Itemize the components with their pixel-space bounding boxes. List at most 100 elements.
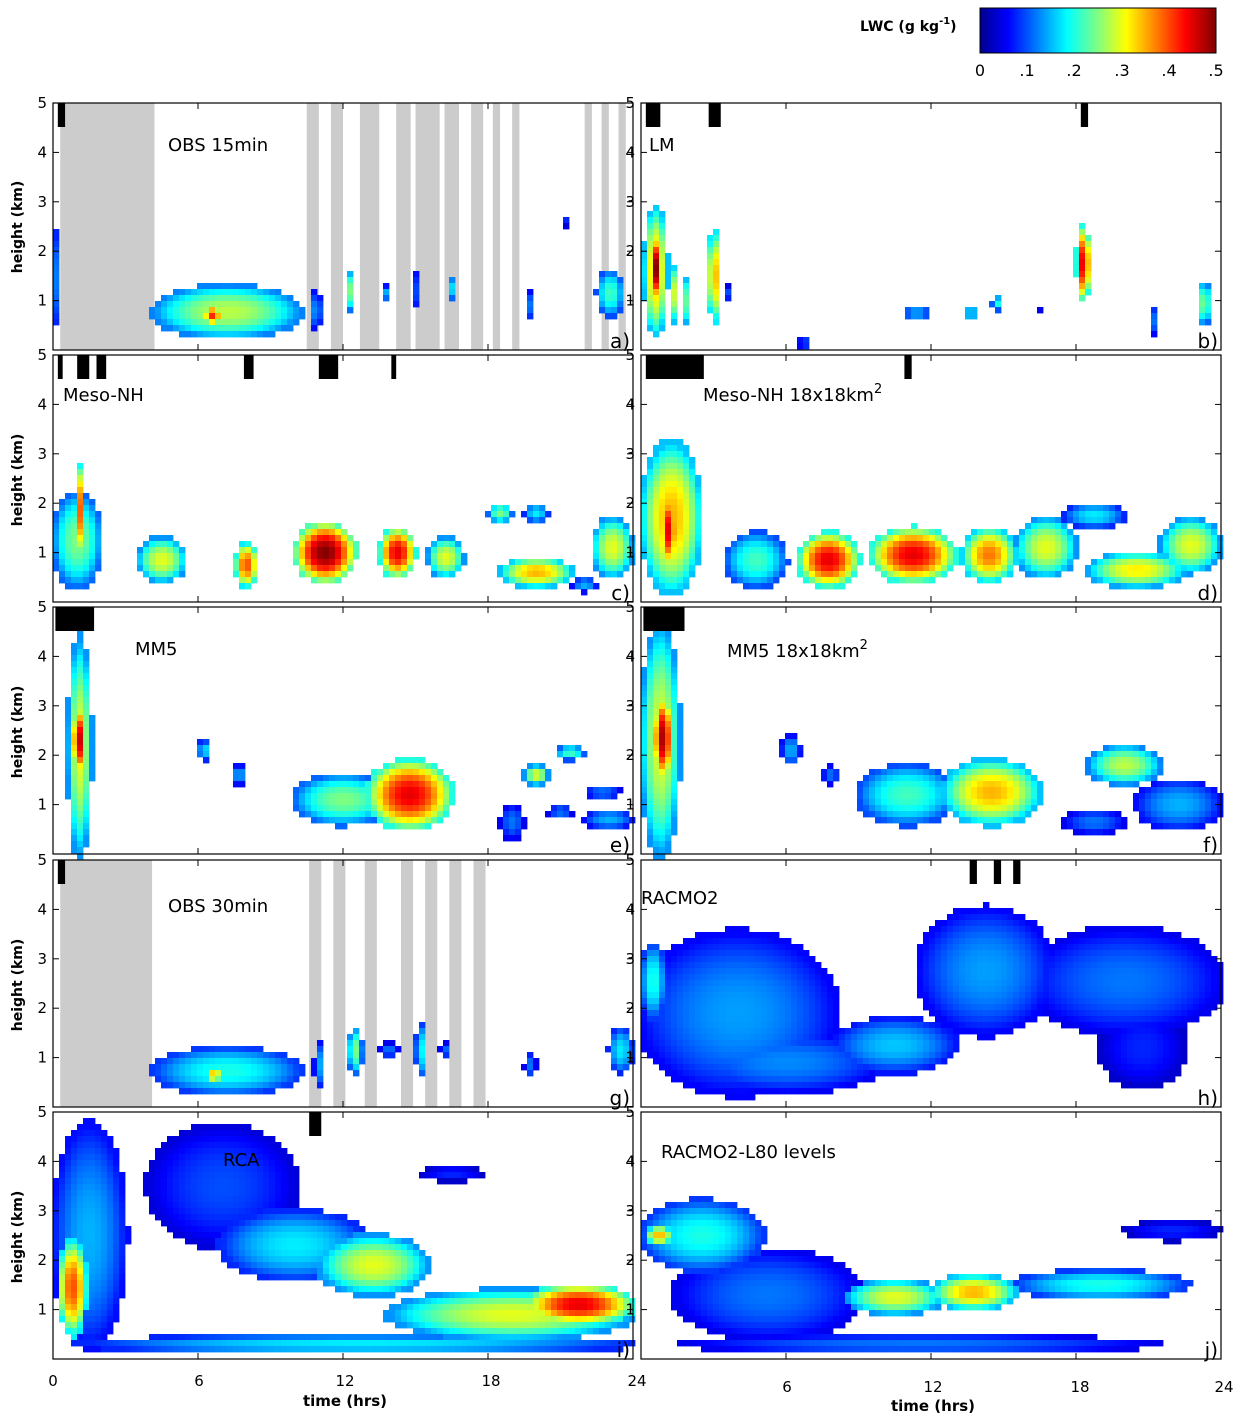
panel-title: MM5 xyxy=(135,639,178,660)
x-tick-label: 24 xyxy=(627,1372,646,1390)
panel-title: Meso-NH xyxy=(63,385,144,406)
y-tick-label: 5 xyxy=(625,94,635,112)
gap-band xyxy=(584,103,592,350)
gap-band xyxy=(333,860,346,1107)
lwc-field xyxy=(641,1196,1224,1353)
colorbar-tick-5: .5 xyxy=(1208,61,1223,80)
y-tick-label: 5 xyxy=(625,1103,635,1121)
panel-title: OBS 15min xyxy=(168,135,268,156)
y-tick-label: 2 xyxy=(37,1251,47,1269)
y-tick-label: 3 xyxy=(625,697,635,715)
y-tick-label: 2 xyxy=(37,746,47,764)
y-tick-label: 4 xyxy=(37,900,47,918)
y-tick-label: 2 xyxy=(625,494,635,512)
y-tick-label: 3 xyxy=(625,950,635,968)
lwc-field xyxy=(53,1118,636,1353)
gap-band xyxy=(330,103,343,350)
y-tick-label: 4 xyxy=(37,143,47,161)
panel-j: 1 2 3 4 5 RACMO2-L80 levels j) xyxy=(625,1103,1224,1362)
panel-title: RACMO2 xyxy=(641,888,719,909)
top-bar xyxy=(57,103,66,127)
x-axis-label: time (hrs) xyxy=(303,1392,387,1410)
x-axis-left: 0 6 12 18 24 time (hrs) xyxy=(48,1372,646,1410)
top-bar xyxy=(969,860,977,884)
y-tick-label: 5 xyxy=(37,1103,47,1121)
colorbar-tick-3: .3 xyxy=(1114,61,1129,80)
gap-band xyxy=(492,103,501,350)
panel-tag: c) xyxy=(611,581,630,605)
panel-tag: b) xyxy=(1198,329,1219,353)
gap-band xyxy=(60,103,155,350)
top-bar xyxy=(318,355,339,379)
gap-band xyxy=(512,103,520,350)
top-bar xyxy=(96,355,107,379)
colorbar-tick-0: 0 xyxy=(975,61,985,80)
lwc-field xyxy=(53,463,636,596)
gap-band xyxy=(306,103,319,350)
colorbar-label: LWC (g kg-1) xyxy=(860,16,957,35)
x-tick-label: 12 xyxy=(923,1378,942,1396)
top-bar xyxy=(309,1112,322,1136)
top-bar xyxy=(77,355,90,379)
y-tick-label: 4 xyxy=(625,1152,635,1170)
y-tick-label: 1 xyxy=(625,292,635,310)
gap-band xyxy=(359,103,380,350)
y-axis-label: height (km) xyxy=(10,1191,26,1284)
panel-d: 1 2 3 4 5 Meso-NH 18x18km2 d) xyxy=(625,346,1224,605)
y-tick-label: 3 xyxy=(37,1202,47,1220)
panel-tag: i) xyxy=(617,1338,630,1362)
panel-h: 1 2 3 4 5 RACMO2 h) xyxy=(625,851,1224,1110)
gap-band xyxy=(396,103,411,350)
y-tick-label: 3 xyxy=(625,1202,635,1220)
y-tick-label: 2 xyxy=(625,242,635,260)
panel-title: OBS 30min xyxy=(168,896,268,917)
gap-band xyxy=(364,860,377,1107)
gap-band xyxy=(449,860,462,1107)
x-tick-label: 18 xyxy=(1070,1378,1089,1396)
panel-title: MM5 18x18km2 xyxy=(727,638,868,662)
lwc-field xyxy=(641,902,1224,1101)
y-tick-label: 1 xyxy=(37,1301,47,1319)
top-bar xyxy=(645,355,704,379)
panel-tag: j) xyxy=(1204,1338,1218,1362)
x-tick-label: 24 xyxy=(1214,1378,1233,1396)
y-tick-label: 3 xyxy=(37,193,47,211)
y-tick-label: 5 xyxy=(37,598,47,616)
top-bar xyxy=(243,355,254,379)
lwc-field xyxy=(149,1022,636,1095)
gap-band xyxy=(425,860,438,1107)
panel-tag: f) xyxy=(1203,833,1218,857)
top-bar xyxy=(1013,860,1021,884)
x-tick-label: 12 xyxy=(335,1372,354,1390)
y-tick-label: 3 xyxy=(37,950,47,968)
gap-band xyxy=(473,860,486,1107)
y-tick-label: 5 xyxy=(625,598,635,616)
x-tick-label: 6 xyxy=(782,1378,792,1396)
y-tick-label: 1 xyxy=(625,1301,635,1319)
y-tick-label: 4 xyxy=(625,900,635,918)
gap-band xyxy=(401,860,414,1107)
y-tick-label: 4 xyxy=(37,647,47,665)
panel-tag: g) xyxy=(610,1086,631,1110)
y-tick-label: 4 xyxy=(625,647,635,665)
y-axis-label: height (km) xyxy=(10,434,26,527)
y-tick-label: 5 xyxy=(625,851,635,869)
panel-c: 1 2 3 4 5 Meso-NH c) xyxy=(37,346,636,605)
x-axis-label: time (hrs) xyxy=(891,1397,975,1415)
top-bar xyxy=(643,607,685,631)
y-tick-label: 2 xyxy=(625,1251,635,1269)
y-tick-label: 5 xyxy=(37,851,47,869)
panel-title: RACMO2-L80 levels xyxy=(661,1142,836,1163)
y-tick-label: 4 xyxy=(37,395,47,413)
y-tick-label: 2 xyxy=(625,746,635,764)
top-bar xyxy=(391,355,397,379)
lwc-field xyxy=(641,205,1212,350)
y-tick-label: 1 xyxy=(37,1049,47,1067)
y-tick-label: 1 xyxy=(625,544,635,562)
panel-g: 1 2 3 4 5 OBS 30min g) xyxy=(37,851,636,1110)
panel-tag: h) xyxy=(1198,1086,1218,1110)
y-tick-label: 3 xyxy=(37,445,47,463)
y-tick-label: 3 xyxy=(625,445,635,463)
panel-tag: a) xyxy=(610,329,630,353)
